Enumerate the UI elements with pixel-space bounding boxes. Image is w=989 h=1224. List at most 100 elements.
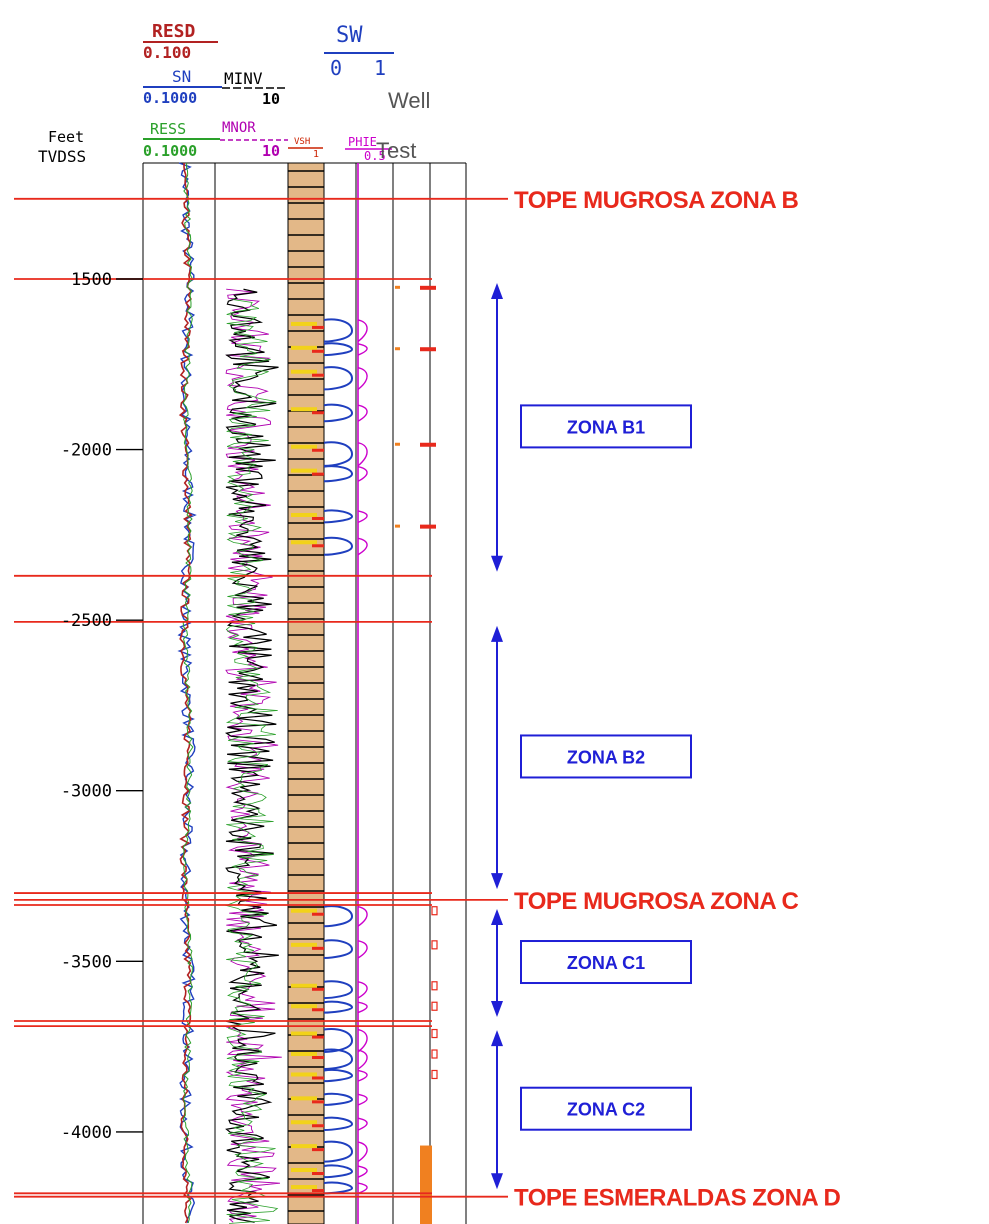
marker-label: TOPE MUGROSA ZONA B xyxy=(514,187,798,214)
mnor-scale: 10 xyxy=(262,142,280,160)
vsh-flag xyxy=(312,472,324,476)
phie-curve-segment xyxy=(357,442,368,467)
pay-flag xyxy=(291,1031,317,1036)
vsh-flag xyxy=(312,544,324,548)
vsh-flag xyxy=(312,411,324,415)
pay-flag xyxy=(291,1168,317,1173)
sw-curve-segment xyxy=(323,1028,354,1053)
sw-curve-segment xyxy=(323,980,354,1000)
sw-curve-segment xyxy=(323,318,354,343)
phie-curve-segment xyxy=(357,1117,368,1131)
pay-flag xyxy=(291,908,317,913)
zone-arrow-down xyxy=(491,1173,503,1190)
pay-flag xyxy=(291,983,317,988)
pay-flag xyxy=(291,468,317,473)
pay-flag xyxy=(291,1185,317,1190)
depth-tick-label: -2500 xyxy=(61,611,112,631)
depth-unit-label: Feet xyxy=(48,128,84,146)
well-test-mark xyxy=(431,1028,438,1039)
zone-label: ZONA C1 xyxy=(567,953,645,973)
phie-curve-segment xyxy=(357,319,368,343)
sw-curve-segment xyxy=(323,905,354,928)
sw-curve-segment xyxy=(323,403,354,423)
zone-annotations: ZONA B1 ZONA B2 ZONA C1 ZONA C2 xyxy=(491,282,692,1190)
pay-flag xyxy=(291,321,317,326)
pay-flag xyxy=(291,407,317,412)
zone-arrow-up xyxy=(491,909,503,926)
well-test-mark xyxy=(431,940,438,950)
well-test-mark xyxy=(420,524,436,529)
depth-tick-label: -3500 xyxy=(61,952,112,972)
sw-curve-segment xyxy=(323,509,354,524)
well-test-mark xyxy=(395,285,400,289)
well-test-interval xyxy=(420,1145,432,1224)
track-header: Feet TVDSS RESD 0.100 SN 0.1000 MINV 10 … xyxy=(38,21,430,166)
vsh-flag xyxy=(312,1124,324,1128)
vsh-flag xyxy=(312,1056,324,1060)
well-test-mark xyxy=(420,285,436,290)
sw-scale-max: 1 xyxy=(374,56,386,80)
lithology-column xyxy=(287,162,325,1224)
phie-curve-segment xyxy=(357,1093,368,1106)
pay-flag xyxy=(291,1096,317,1101)
zone-label: ZONA B1 xyxy=(567,417,645,437)
pay-flag xyxy=(291,1144,317,1149)
marker-label: TOPE ESMERALDAS ZONA D xyxy=(514,1185,841,1212)
vsh-flag xyxy=(312,448,324,452)
depth-axis: 1500 -2000 -2500 -3000 -3500 -4000 xyxy=(61,270,143,1143)
well-test-mark xyxy=(431,906,438,916)
phie-curve-segment xyxy=(357,510,368,523)
pay-flag xyxy=(291,1072,317,1077)
sn-scale: 0.1000 xyxy=(143,89,197,107)
well-test-mark xyxy=(431,1069,438,1080)
depth-tick-label: -2000 xyxy=(61,441,112,461)
sw-curve-name: SW xyxy=(336,23,363,48)
sw-curve-segment xyxy=(323,1164,354,1179)
sw-curve-segment xyxy=(323,536,354,556)
sw-curve-segment xyxy=(323,1116,354,1132)
phie-curve-segment xyxy=(357,1001,368,1014)
pay-flag xyxy=(291,444,317,449)
phie-curve-segment xyxy=(357,906,368,927)
well-test-mark xyxy=(431,1049,438,1059)
vsh-flag xyxy=(312,1008,324,1012)
zone-boundary-lines xyxy=(14,197,508,1198)
phie-curve-segment xyxy=(357,1165,368,1178)
vsh-flag xyxy=(312,1172,324,1176)
depth-ref-label: TVDSS xyxy=(38,147,86,166)
zone-box xyxy=(520,734,692,779)
well-test-mark xyxy=(395,442,400,446)
mnor-curve-name: MNOR xyxy=(222,120,256,136)
zone-label: ZONA C2 xyxy=(567,1100,645,1120)
vsh-flag xyxy=(312,1076,324,1080)
phie-curve-segment xyxy=(357,1141,368,1163)
marker-label: TOPE MUGROSA ZONA C xyxy=(514,888,798,915)
vsh-flag xyxy=(312,373,324,377)
phie-curve-segment xyxy=(357,465,368,482)
vsh-flag xyxy=(312,1100,324,1104)
pay-flag xyxy=(291,1004,317,1009)
sw-curve-segment xyxy=(323,1048,354,1071)
depth-tick-label: -4000 xyxy=(61,1123,112,1143)
ress-curve-name: RESS xyxy=(150,120,186,138)
phie-curve-segment xyxy=(357,1069,368,1082)
sw-scale-min: 0 xyxy=(330,56,342,80)
pay-flag xyxy=(291,512,317,517)
ress-scale: 0.1000 xyxy=(143,142,197,160)
phie-curve-segment xyxy=(357,1049,368,1070)
well-test-label-line1: Well xyxy=(388,88,430,113)
phie-curve-segment xyxy=(357,343,368,356)
resd-curve-name: RESD xyxy=(152,21,196,42)
sw-curve-segment xyxy=(323,366,354,391)
vsh-curve-name: VSH xyxy=(294,137,310,147)
zone-arrow-down xyxy=(491,555,503,572)
pay-flag xyxy=(291,1052,317,1057)
sw-curve-segment xyxy=(323,342,354,357)
vsh-scale: 1 xyxy=(313,149,319,160)
zone-arrow-up xyxy=(491,625,503,642)
zone-box xyxy=(520,940,692,985)
zone-arrow-down xyxy=(491,873,503,890)
sw-curve-segment xyxy=(323,441,354,467)
vsh-flag xyxy=(312,1189,324,1193)
